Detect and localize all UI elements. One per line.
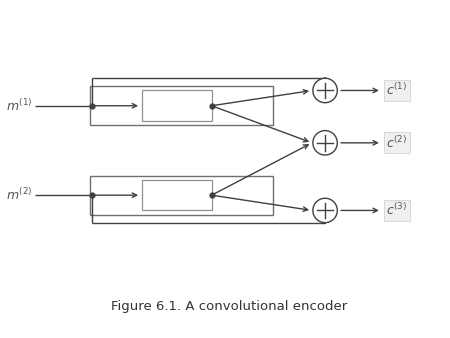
Bar (90, 175, 273, 215)
Bar (142, 91, 212, 121)
Text: $c^{(2)}$: $c^{(2)}$ (386, 135, 407, 151)
Text: $c^{(3)}$: $c^{(3)}$ (386, 202, 407, 218)
Text: Figure 6.1. A convolutional encoder: Figure 6.1. A convolutional encoder (111, 300, 347, 313)
Bar (90, 86, 273, 125)
Circle shape (313, 130, 338, 155)
Text: $c^{(1)}$: $c^{(1)}$ (386, 82, 407, 98)
Circle shape (313, 198, 338, 223)
Circle shape (313, 78, 338, 103)
Text: $m^{(2)}$: $m^{(2)}$ (6, 187, 33, 203)
Bar (142, 180, 212, 211)
Text: $m^{(1)}$: $m^{(1)}$ (6, 98, 33, 114)
